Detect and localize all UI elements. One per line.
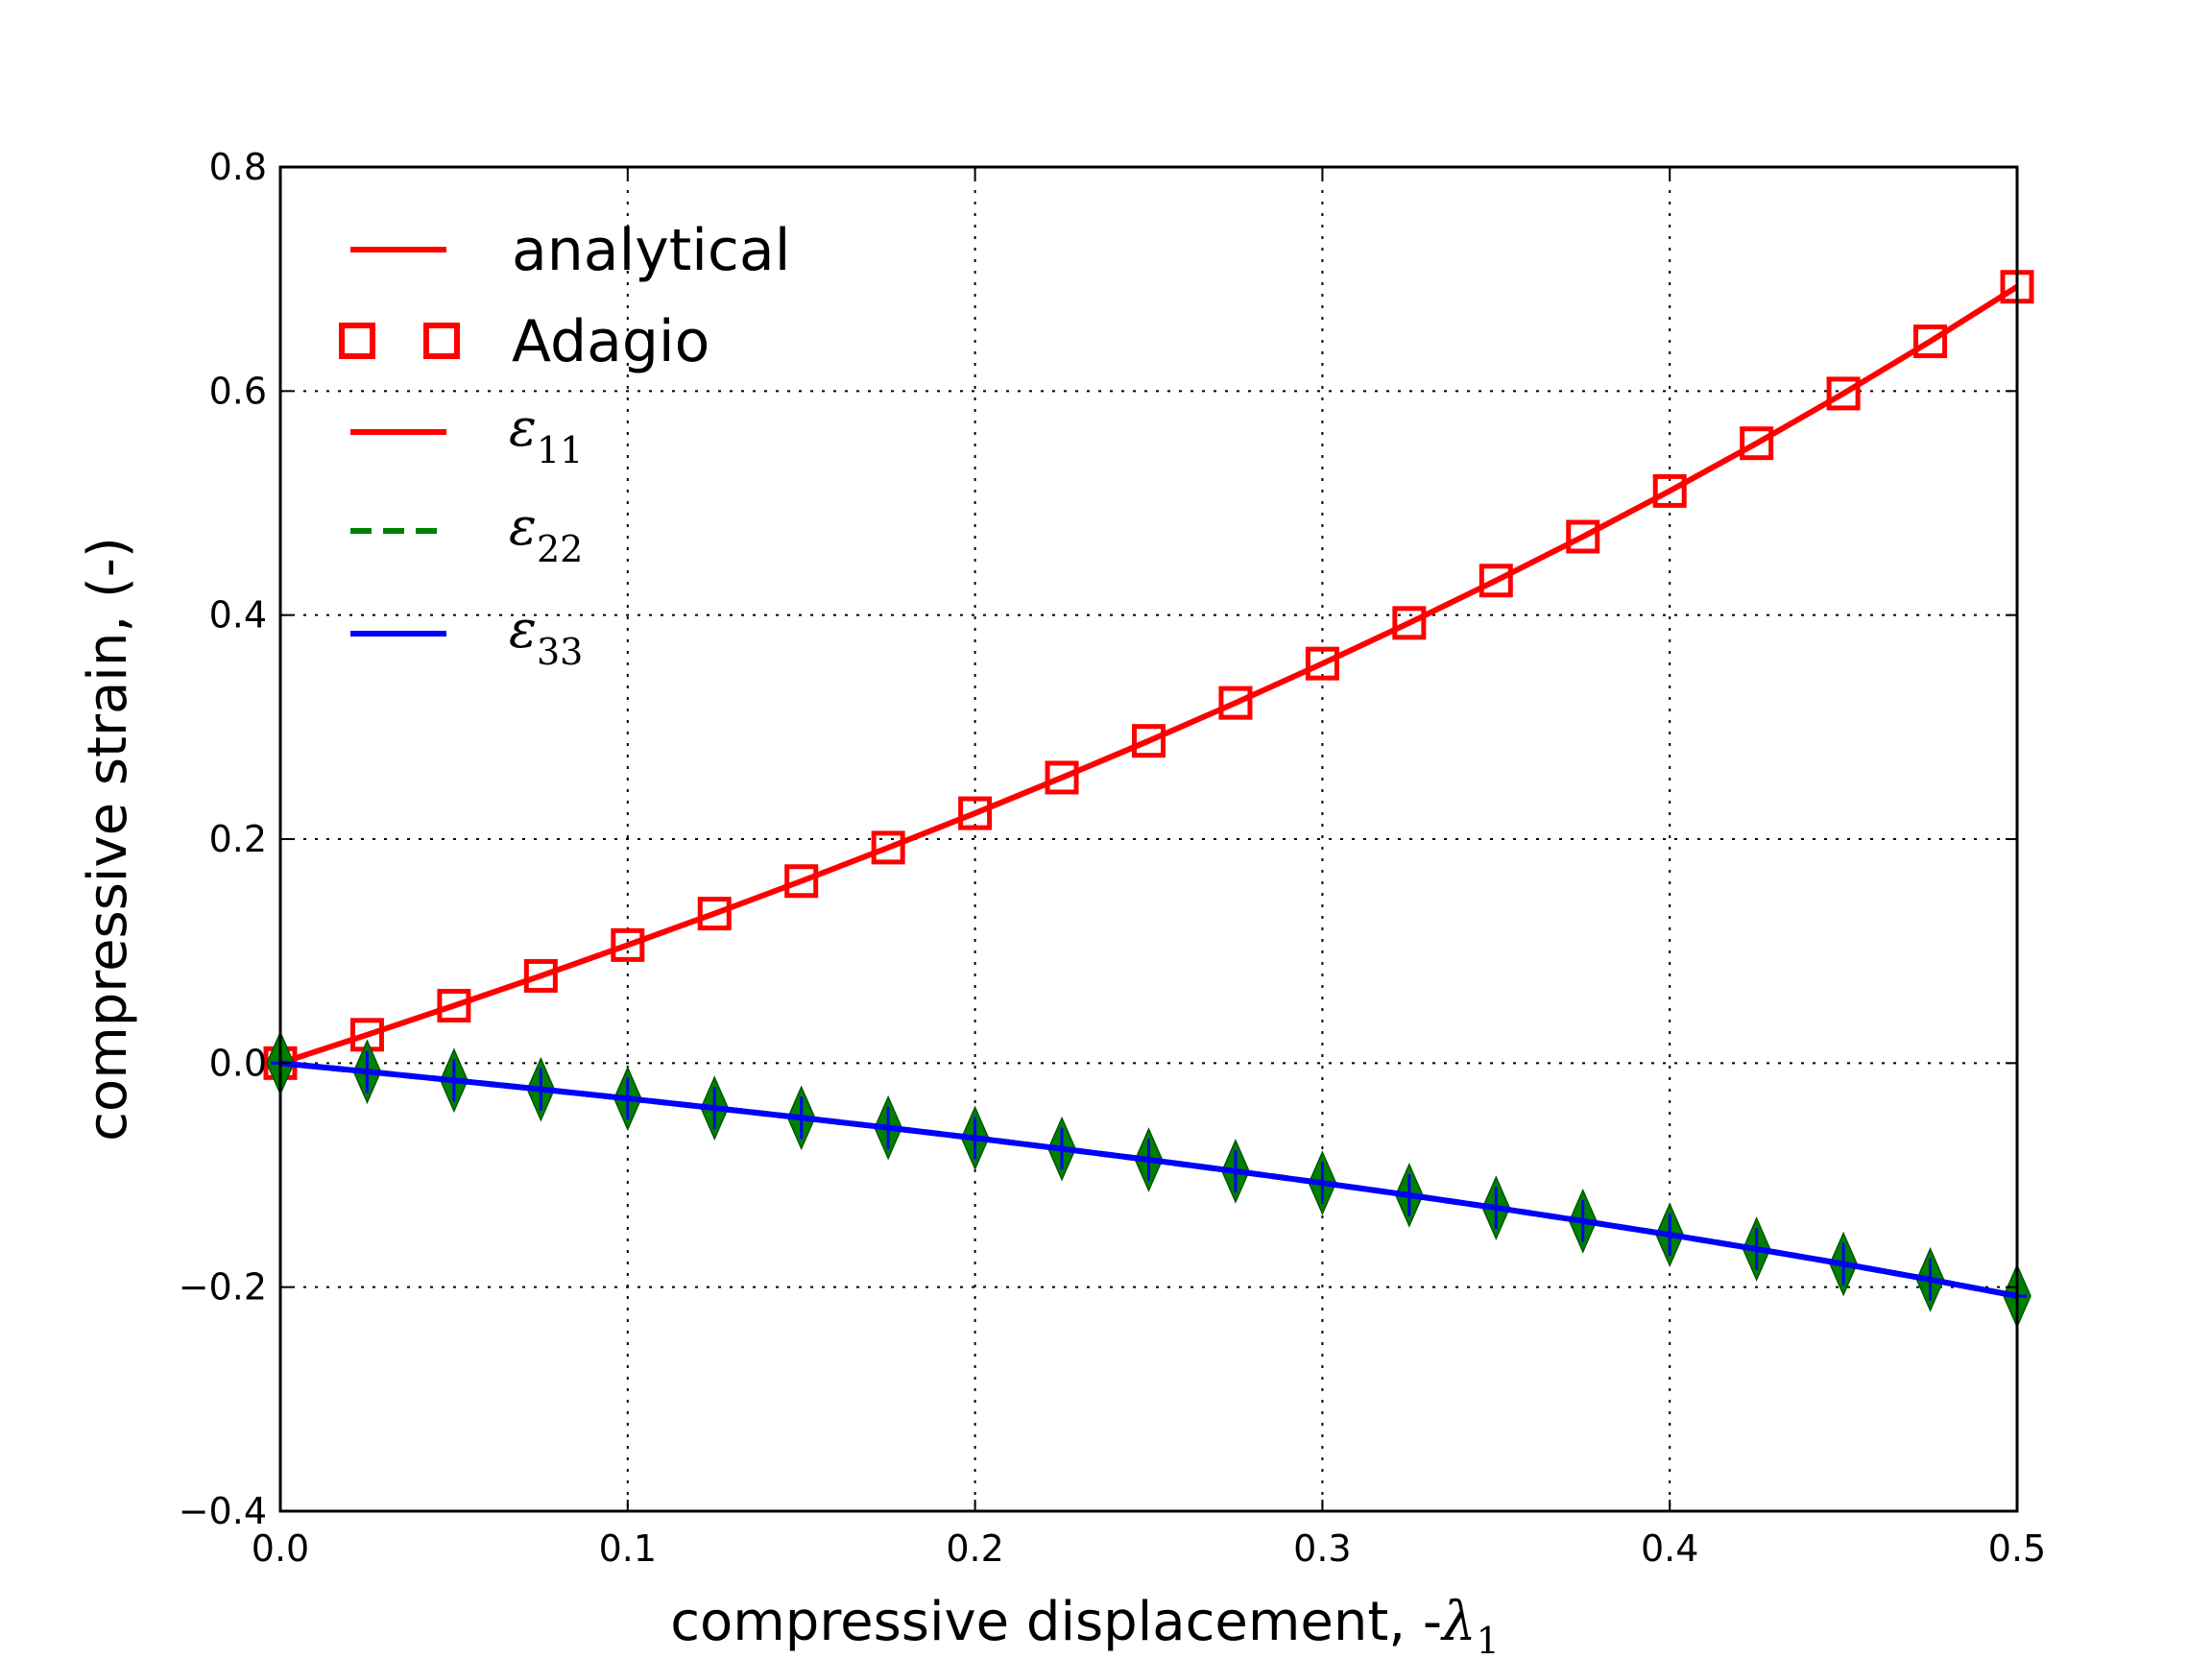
marker-square-adagio [1305,646,1339,681]
y-tick-label: 0.6 [209,370,267,412]
x-axis-label-symbol: λ [1440,1591,1477,1653]
legend-item: analytical [350,217,790,284]
y-tick-label: 0.8 [209,146,267,188]
marker-square-adagio [1045,760,1079,795]
legend-label: analytical [512,217,790,284]
legend-swatch-square [339,323,375,359]
y-axis-label: compressive strain, (-) [77,537,139,1142]
marker-square-adagio [1218,685,1253,720]
x-tick-label: 0.2 [946,1527,1003,1570]
marker-square-adagio [1826,376,1861,411]
y-tick-label: 0.2 [209,818,267,860]
legend-swatch-square [423,323,460,359]
marker-square-adagio [523,958,558,993]
marker-square-adagio [1566,519,1600,554]
y-tick-label: −0.2 [179,1266,267,1309]
marker-square-adagio [1392,606,1427,640]
marker-square-adagio [1479,564,1513,598]
marker-square-adagio [1132,724,1166,758]
axis-ticks: 0.0 0.1 0.2 0.3 0.4 0.5 −0.4 −0.2 0.0 0.2 0.4 0.6 0.… [179,146,2047,1570]
legend-label-subscript: 22 [537,528,583,570]
series-layer [263,270,2034,1329]
legend-label-subscript: 11 [537,429,583,471]
legend-label: Adagio [512,308,709,375]
marker-square-adagio [958,796,993,830]
marker-square-adagio [611,927,645,962]
grid-lines [280,167,2017,1511]
x-axis-label-subscript: 1 [1477,1620,1500,1659]
legend-label-subscript: 33 [537,631,583,673]
legend-item: Adagio [339,308,709,375]
y-tick-label: 0.4 [209,594,267,637]
x-tick-label: 0.0 [252,1527,309,1570]
y-tick-label: −0.4 [179,1490,267,1532]
y-tick-label: 0.0 [209,1042,267,1084]
x-tick-label: 0.3 [1293,1527,1351,1570]
marker-square-adagio [437,988,471,1022]
marker-square-adagio [1652,473,1687,508]
x-axis-label: compressive displacement, -λ1 [670,1591,1500,1659]
marker-square-adagio [784,864,819,899]
marker-square-adagio [697,897,732,931]
marker-square-adagio [1913,325,1948,359]
series-line-eps11-analytical [279,284,2019,1067]
marker-square-adagio [1740,426,1774,461]
x-tick-label: 0.5 [1988,1527,2046,1570]
x-tick-label: 0.4 [1641,1527,1698,1570]
x-tick-label: 0.1 [599,1527,657,1570]
marker-square-adagio [871,830,905,865]
